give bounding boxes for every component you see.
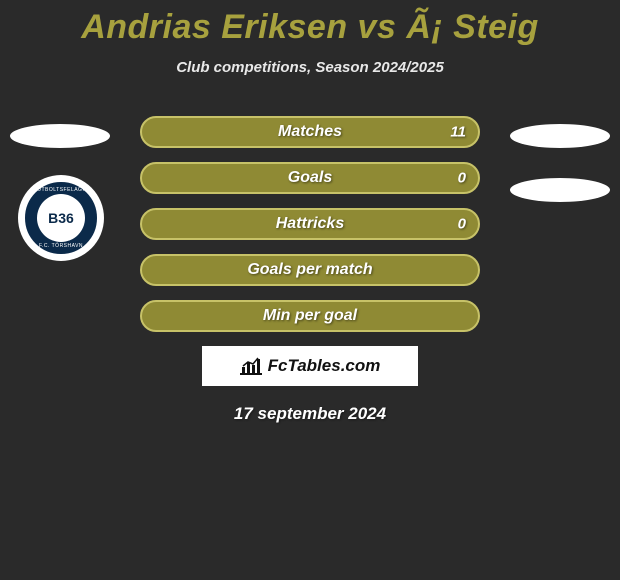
stat-label: Matches: [278, 123, 342, 141]
stat-row: Hattricks 0: [140, 208, 480, 240]
page-title: Andrias Eriksen vs Ã¡ Steig: [0, 0, 620, 47]
stat-label: Min per goal: [263, 307, 357, 325]
stat-row: Min per goal: [140, 300, 480, 332]
stat-label: Goals: [288, 169, 332, 187]
stat-row: Matches 11: [140, 116, 480, 148]
stat-value: 0: [458, 170, 466, 187]
stat-row: Goals 0: [140, 162, 480, 194]
stat-value: 0: [458, 216, 466, 233]
brand-box: FcTables.com: [202, 346, 418, 386]
bar-chart-icon: [240, 357, 262, 375]
stat-value: 11: [450, 124, 466, 141]
page-subtitle: Club competitions, Season 2024/2025: [0, 59, 620, 76]
brand-text: FcTables.com: [268, 356, 381, 376]
stats-list: Matches 11 Goals 0 Hattricks 0 Goals per…: [0, 116, 620, 332]
footer-date: 17 september 2024: [0, 404, 620, 424]
stat-label: Hattricks: [276, 215, 344, 233]
stat-label: Goals per match: [247, 261, 372, 279]
stat-row: Goals per match: [140, 254, 480, 286]
